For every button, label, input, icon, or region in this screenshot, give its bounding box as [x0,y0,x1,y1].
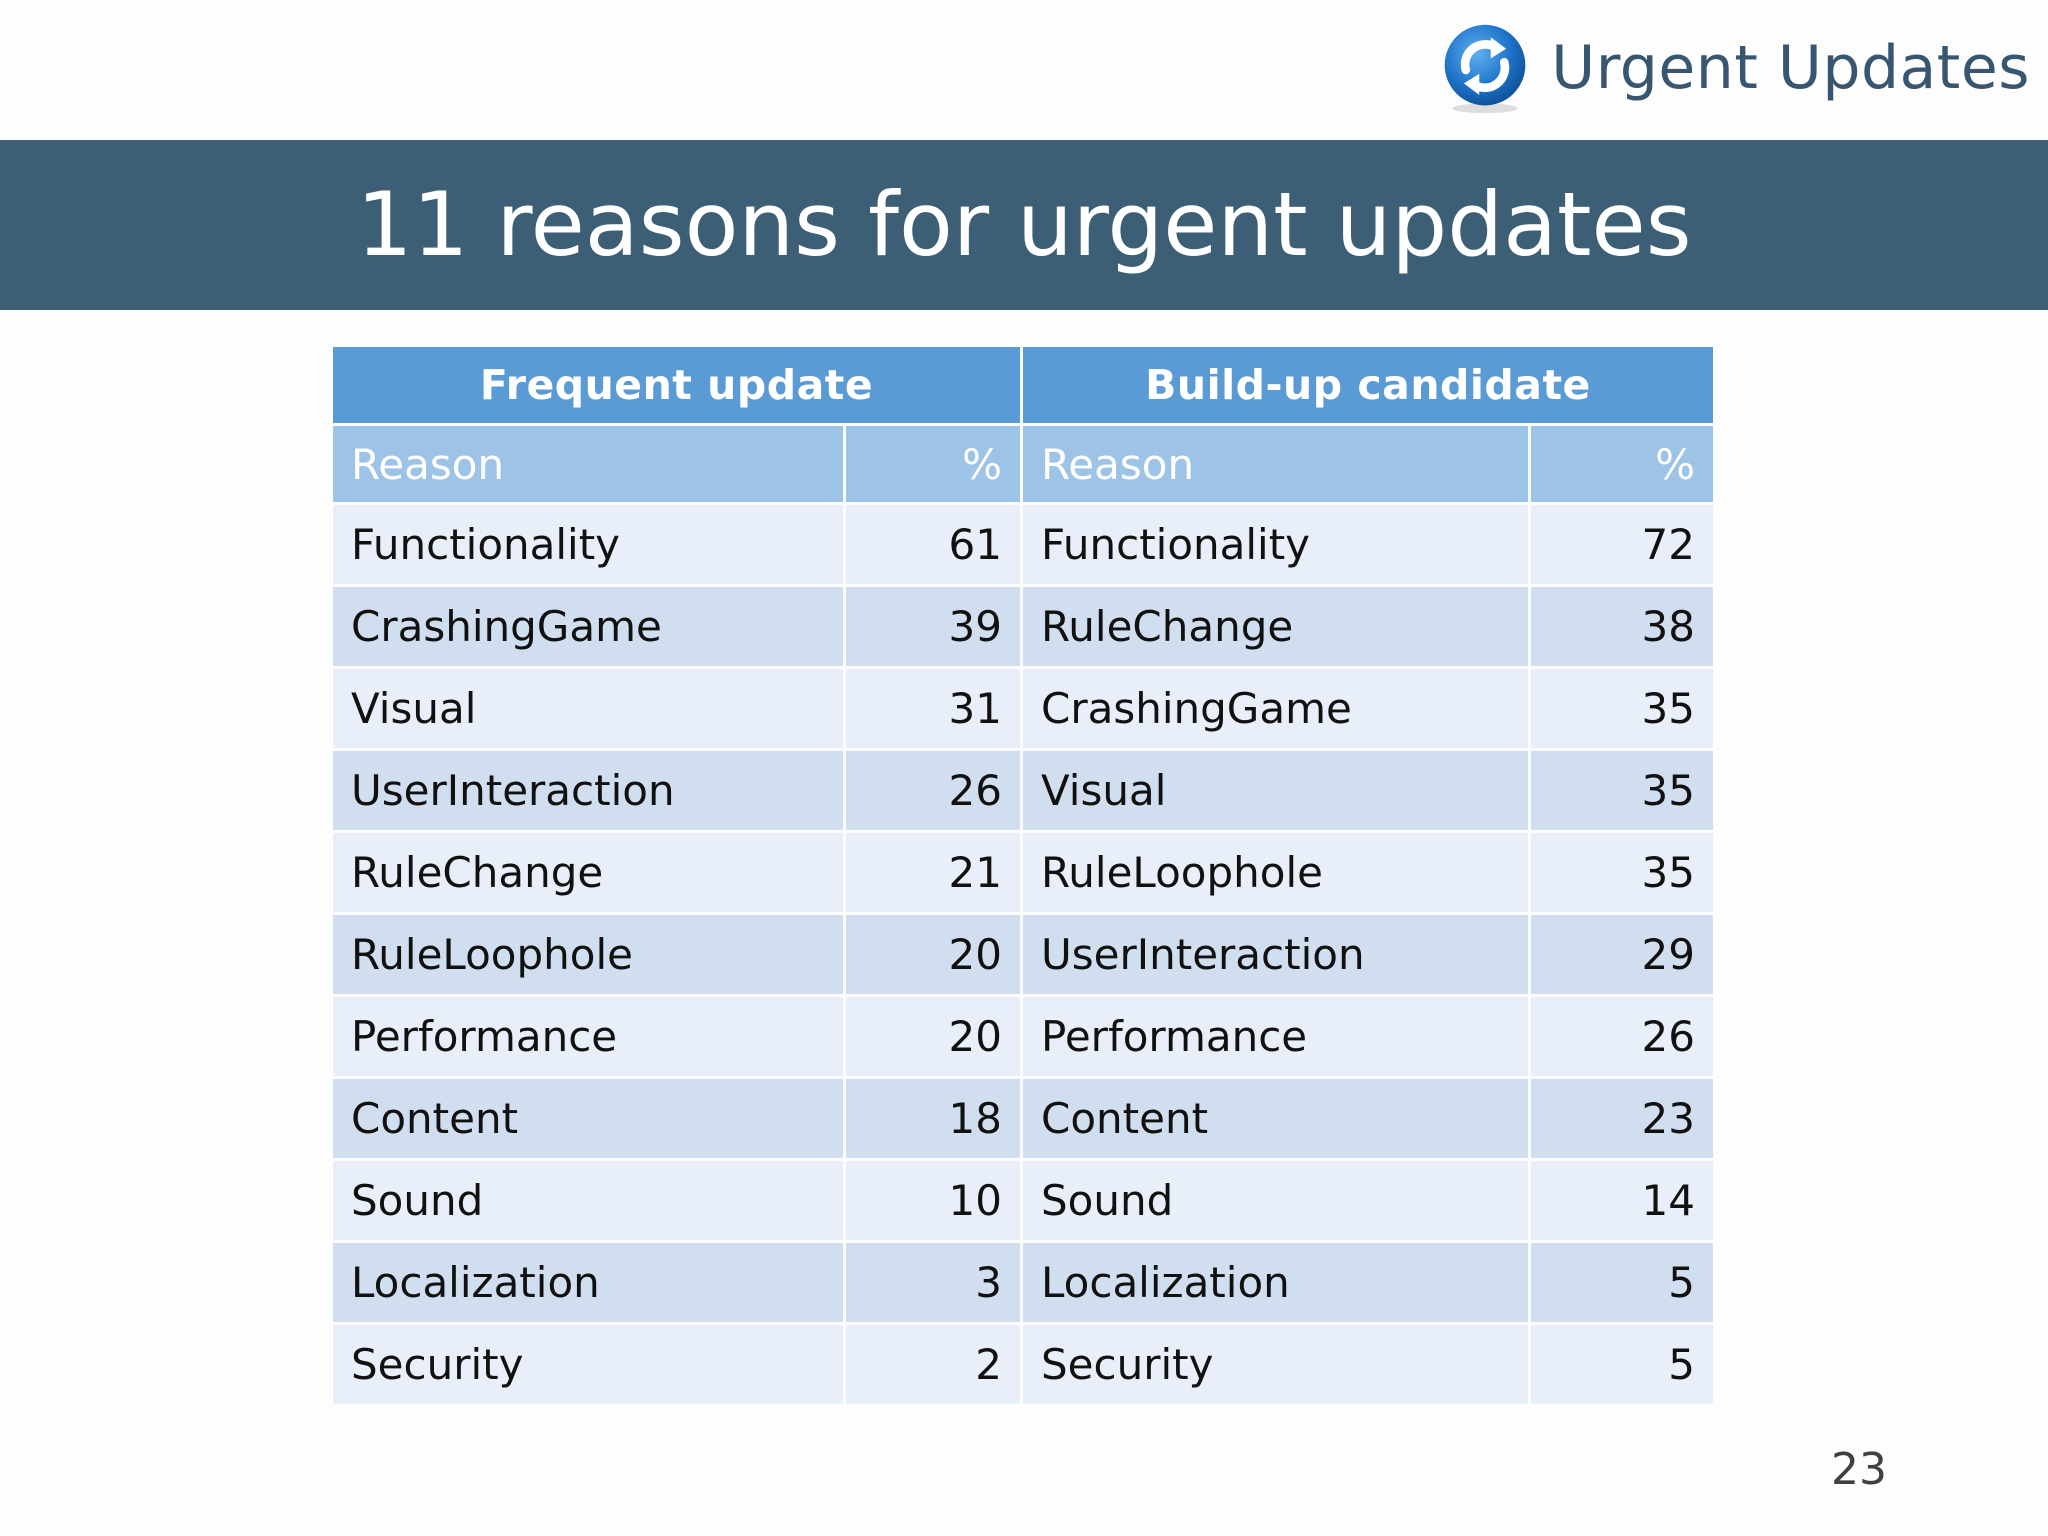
table-row: Functionality 61 Functionality 72 [333,505,1713,584]
build-up-percent-cell: 72 [1531,505,1713,584]
frequent-percent-cell: 20 [846,997,1020,1076]
group-header-row: Frequent update Build-up candidate [333,347,1713,423]
slide-title: 11 reasons for urgent updates [356,173,1692,276]
build-up-reason-cell: Security [1023,1325,1528,1404]
frequent-reason-cell: Visual [333,669,843,748]
frequent-reason-cell: RuleLoophole [333,915,843,994]
build-up-percent-cell: 35 [1531,751,1713,830]
table-body: Functionality 61 Functionality 72 CrashingGa… [333,505,1713,1404]
logo-text: Urgent Updates [1551,33,2030,103]
frequent-percent-cell: 26 [846,751,1020,830]
build-up-reason-cell: UserInteraction [1023,915,1528,994]
build-up-percent-cell: 26 [1531,997,1713,1076]
frequent-percent-cell: 18 [846,1079,1020,1158]
build-up-percent-cell: 14 [1531,1161,1713,1240]
build-up-reason-cell: RuleChange [1023,587,1528,666]
refresh-circle-icon [1444,24,1526,114]
frequent-reason-cell: UserInteraction [333,751,843,830]
build-up-percent-cell: 35 [1531,833,1713,912]
table-row: Performance 20 Performance 26 [333,997,1713,1076]
build-up-percent-cell: 38 [1531,587,1713,666]
table-row: UserInteraction 26 Visual 35 [333,751,1713,830]
reasons-table: Frequent update Build-up candidate Reaso… [330,344,1716,1407]
column-header-percent: % [846,426,1020,502]
frequent-reason-cell: Content [333,1079,843,1158]
build-up-reason-cell: Localization [1023,1243,1528,1322]
frequent-percent-cell: 31 [846,669,1020,748]
build-up-reason-cell: Performance [1023,997,1528,1076]
build-up-percent-cell: 35 [1531,669,1713,748]
group-header-build-up-candidate: Build-up candidate [1023,347,1713,423]
column-header-row: Reason % Reason % [333,426,1713,502]
group-header-frequent-update: Frequent update [333,347,1020,423]
frequent-reason-cell: Localization [333,1243,843,1322]
table-row: RuleLoophole 20 UserInteraction 29 [333,915,1713,994]
table-row: RuleChange 21 RuleLoophole 35 [333,833,1713,912]
table-row: Security 2 Security 5 [333,1325,1713,1404]
page-number: 23 [1831,1444,1887,1495]
table-row: Sound 10 Sound 14 [333,1161,1713,1240]
table-row: CrashingGame 39 RuleChange 38 [333,587,1713,666]
frequent-percent-cell: 39 [846,587,1020,666]
frequent-reason-cell: CrashingGame [333,587,843,666]
frequent-percent-cell: 21 [846,833,1020,912]
build-up-reason-cell: Content [1023,1079,1528,1158]
frequent-percent-cell: 20 [846,915,1020,994]
table-row: Localization 3 Localization 5 [333,1243,1713,1322]
title-band: 11 reasons for urgent updates [0,140,2048,310]
build-up-reason-cell: RuleLoophole [1023,833,1528,912]
frequent-reason-cell: Sound [333,1161,843,1240]
frequent-reason-cell: Functionality [333,505,843,584]
column-header-percent: % [1531,426,1713,502]
build-up-reason-cell: CrashingGame [1023,669,1528,748]
frequent-reason-cell: Performance [333,997,843,1076]
build-up-percent-cell: 23 [1531,1079,1713,1158]
column-header-reason: Reason [1023,426,1528,502]
table-row: Content 18 Content 23 [333,1079,1713,1158]
build-up-reason-cell: Sound [1023,1161,1528,1240]
build-up-percent-cell: 5 [1531,1325,1713,1404]
column-header-reason: Reason [333,426,843,502]
build-up-reason-cell: Visual [1023,751,1528,830]
urgent-updates-logo: Urgent Updates [1437,22,2030,114]
build-up-reason-cell: Functionality [1023,505,1528,584]
frequent-percent-cell: 3 [846,1243,1020,1322]
build-up-percent-cell: 29 [1531,915,1713,994]
table-row: Visual 31 CrashingGame 35 [333,669,1713,748]
frequent-percent-cell: 2 [846,1325,1020,1404]
frequent-reason-cell: RuleChange [333,833,843,912]
frequent-reason-cell: Security [333,1325,843,1404]
frequent-percent-cell: 61 [846,505,1020,584]
frequent-percent-cell: 10 [846,1161,1020,1240]
build-up-percent-cell: 5 [1531,1243,1713,1322]
